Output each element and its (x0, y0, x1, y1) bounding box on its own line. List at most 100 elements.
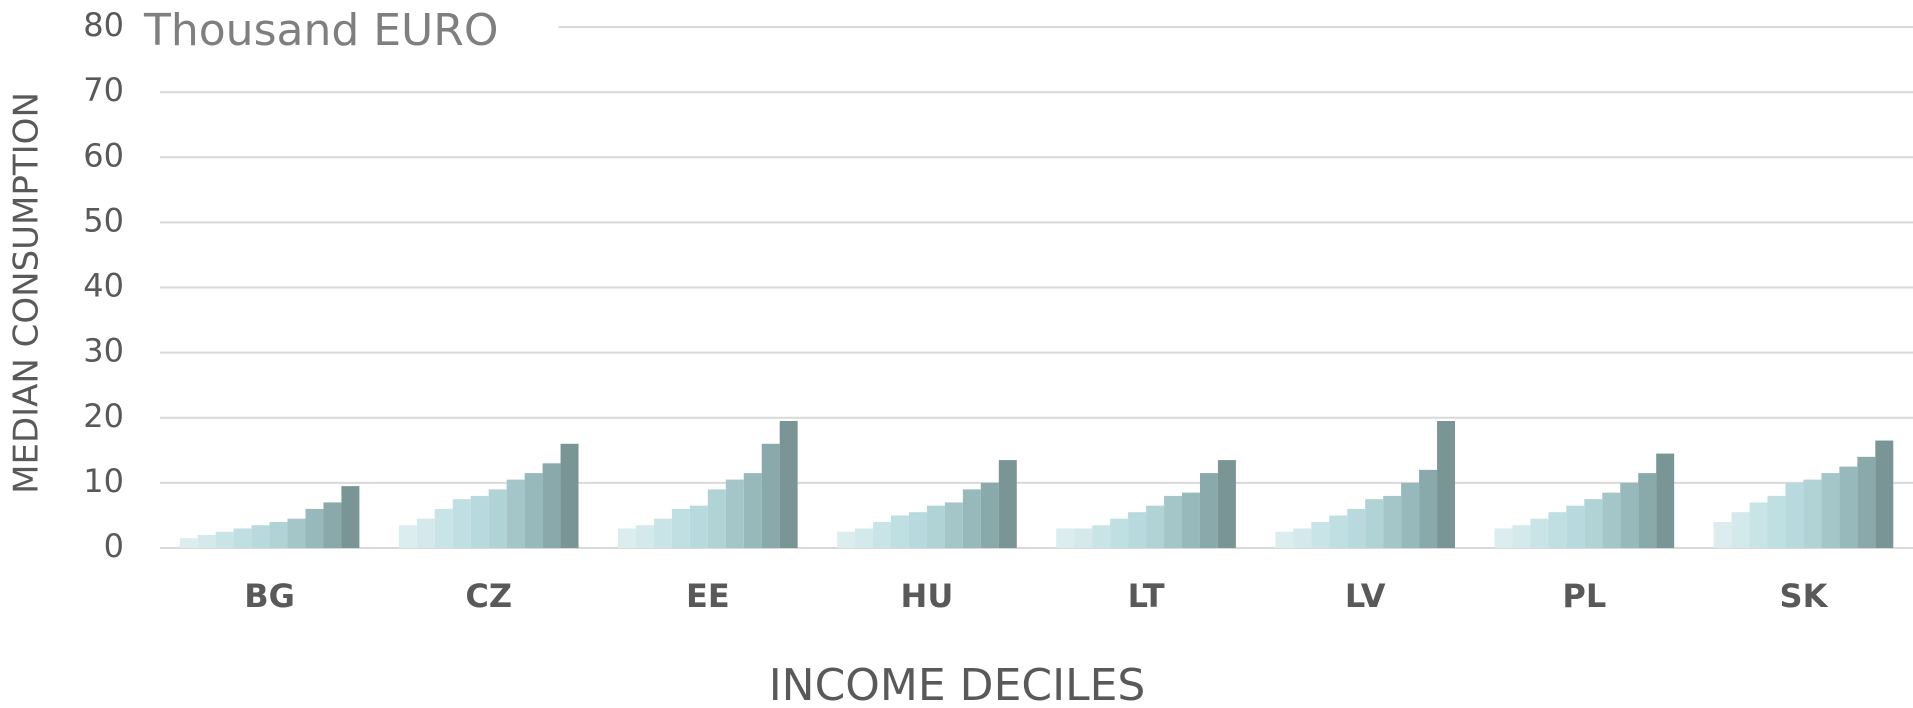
bar (1584, 499, 1603, 548)
x-tick-label: SK (1780, 577, 1829, 615)
bar (470, 495, 489, 548)
bar (1857, 456, 1876, 548)
bar (1656, 453, 1675, 548)
bar (488, 489, 507, 548)
bar (1146, 505, 1165, 548)
bar (980, 482, 999, 548)
y-tick-label: 50 (83, 201, 124, 239)
bar (944, 502, 963, 548)
bar (908, 512, 927, 548)
bar (617, 528, 636, 548)
bar (506, 479, 525, 548)
bar (197, 534, 216, 548)
bar (1803, 479, 1822, 548)
y-tick-label: 20 (83, 397, 124, 435)
bar (1602, 492, 1621, 548)
bar (416, 518, 435, 548)
bar (233, 528, 252, 548)
bar (560, 443, 579, 548)
bar (1512, 525, 1531, 548)
bar (1731, 512, 1750, 548)
bar (341, 486, 360, 548)
bar (1311, 521, 1330, 548)
bar (761, 443, 780, 548)
bar (725, 479, 744, 548)
bar (1383, 495, 1402, 548)
x-tick-label: CZ (465, 577, 512, 615)
x-tick-label: LV (1345, 577, 1386, 615)
bar (653, 518, 672, 548)
bar (779, 421, 798, 548)
bar (1419, 469, 1438, 548)
y-tick-label: 70 (83, 71, 124, 109)
y-tick-label: 0 (104, 527, 124, 565)
chart-title: Thousand EURO (143, 5, 498, 56)
bar (926, 505, 945, 548)
bar (1566, 505, 1585, 548)
x-tick-label: PL (1562, 577, 1606, 615)
y-tick-label: 60 (83, 136, 124, 174)
bar (1074, 528, 1093, 548)
bar (689, 505, 708, 548)
bar (1749, 502, 1768, 548)
bar (1713, 521, 1732, 548)
bar (671, 508, 690, 548)
bar (1638, 473, 1657, 548)
bar (1437, 421, 1456, 548)
bar (1530, 518, 1549, 548)
bar (452, 499, 471, 548)
bar (1767, 495, 1786, 548)
y-tick-label: 40 (83, 267, 124, 305)
bar (743, 473, 762, 548)
x-tick-label: HU (901, 577, 954, 615)
bar (1199, 473, 1218, 548)
bar (1365, 499, 1384, 548)
bar (1401, 482, 1420, 548)
bar (1293, 528, 1312, 548)
bar (251, 525, 270, 548)
x-tick-label: EE (686, 577, 730, 615)
bar (1056, 528, 1075, 548)
bar (1164, 495, 1182, 548)
bar (287, 518, 306, 548)
bar (891, 515, 909, 548)
bar (837, 531, 856, 548)
bar (855, 528, 874, 548)
bar (1110, 518, 1129, 548)
bar (1875, 440, 1894, 548)
bar (1347, 508, 1366, 548)
bar (1620, 482, 1639, 548)
y-tick-label: 30 (83, 332, 124, 370)
y-tick-label: 10 (83, 462, 124, 500)
bar (1092, 525, 1111, 548)
bar (398, 525, 417, 548)
bar (962, 489, 981, 548)
x-tick-label: LT (1128, 577, 1165, 615)
bar (1217, 460, 1236, 548)
x-axis-label: INCOME DECILES (769, 660, 1146, 708)
bar (215, 531, 234, 548)
bar (524, 473, 543, 548)
bar (998, 460, 1017, 548)
bar (323, 502, 342, 548)
bar (269, 521, 288, 548)
bar (873, 521, 892, 548)
bar (434, 508, 453, 548)
bar (1548, 512, 1567, 548)
y-axis-label: MEDIAN CONSUMPTION (7, 92, 47, 494)
bar (1785, 482, 1804, 548)
y-tick-label: 80 (83, 6, 124, 44)
bar (1275, 531, 1294, 548)
bar (1181, 492, 1200, 548)
bar (1128, 512, 1147, 548)
bar (542, 463, 561, 548)
bar (305, 508, 324, 548)
bar (635, 525, 654, 548)
x-tick-label: BG (244, 577, 295, 615)
bar (179, 538, 198, 548)
bar (1839, 466, 1858, 548)
bar (1494, 528, 1513, 548)
bar (1821, 473, 1840, 548)
